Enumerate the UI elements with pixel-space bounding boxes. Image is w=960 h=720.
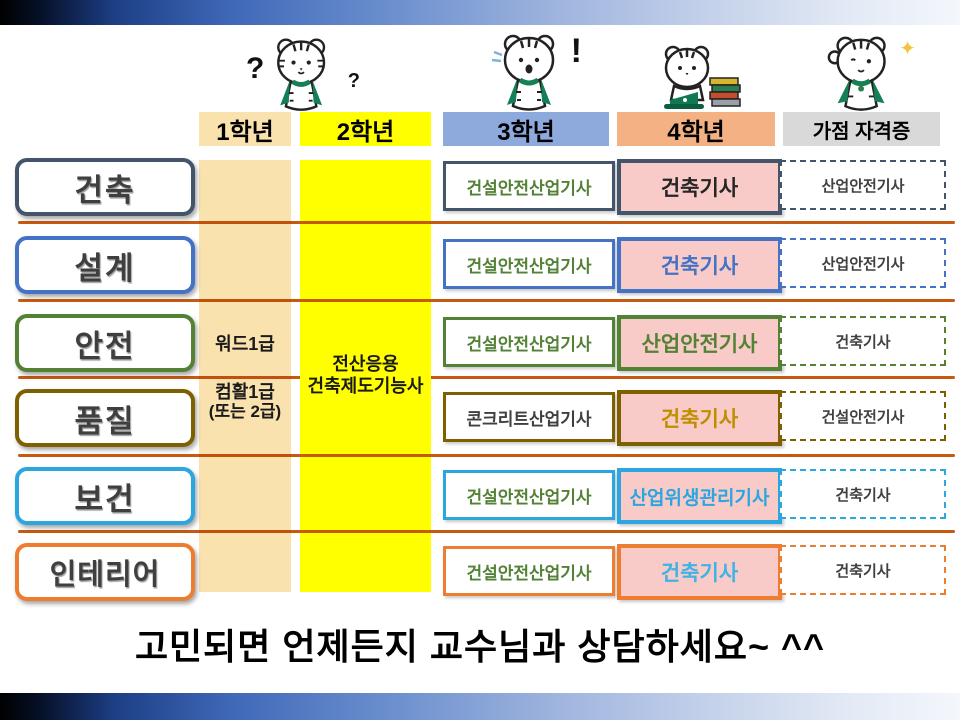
- tiger-graphic: [664, 45, 741, 109]
- exclamation-mark-icon: !: [570, 32, 582, 70]
- thinking-tiger-icon: ? ?: [246, 34, 360, 114]
- row-label-health: 보건: [15, 467, 195, 525]
- bonus-cert-box: 건축기사: [780, 469, 946, 519]
- header-year3: 3학년: [443, 112, 609, 146]
- year4-cert-box: 건축기사: [617, 390, 782, 446]
- sparkle-icon: ✦: [899, 38, 916, 60]
- year3-cert-box: 건설안전산업기사: [443, 239, 615, 289]
- tiger-graphic: [277, 38, 326, 111]
- studying-tiger-icon: [640, 44, 750, 114]
- year1-cert-computer: 컴활1급 (또는 2급): [199, 382, 291, 422]
- bonus-cert-box: 건축기사: [780, 545, 946, 595]
- question-mark-icon: ?: [347, 70, 360, 92]
- year2-cert-cad: 전산응용 건축제도기능사: [300, 350, 431, 400]
- top-gradient-bar: [0, 0, 960, 25]
- year1-cert-computer-line1: 컴활1급: [215, 382, 275, 402]
- row-divider: [18, 299, 955, 302]
- header-year4: 4학년: [617, 112, 775, 146]
- question-mark-icon: ?: [246, 52, 265, 85]
- bonus-cert-box: 건설안전기사: [780, 391, 946, 441]
- header-year2: 2학년: [300, 112, 431, 146]
- bonus-cert-box: 산업안전기사: [780, 160, 946, 210]
- year4-cert-box: 건축기사: [617, 237, 782, 293]
- year3-cert-box: 콘크리트산업기사: [443, 392, 615, 442]
- row-label-architecture: 건축: [15, 158, 195, 216]
- year3-cert-box: 건설안전산업기사: [443, 546, 615, 596]
- row-label-safety: 안전: [15, 314, 195, 372]
- surprised-tiger-icon: !: [482, 30, 582, 114]
- year3-cert-box: 건설안전산업기사: [443, 161, 615, 211]
- cheering-tiger-icon: ✦: [814, 32, 916, 114]
- bottom-gradient-bar: [0, 693, 960, 720]
- year2-cert-line1: 전산응용: [332, 354, 399, 374]
- year2-cert-line2: 건축제도기능사: [307, 376, 424, 396]
- year1-cert-computer-note: (또는 2급): [208, 402, 282, 421]
- year1-cert-word: 워드1급: [215, 334, 275, 354]
- header-year1: 1학년: [199, 112, 291, 146]
- row-label-interior: 인테리어: [15, 543, 195, 601]
- year4-cert-box: 건축기사: [617, 159, 782, 215]
- tiger-graphic: [827, 36, 886, 111]
- header-bonus-certs: 가점 자격증: [783, 112, 940, 146]
- year4-cert-box: 산업안전기사: [617, 315, 782, 371]
- row-label-design: 설계: [15, 236, 195, 294]
- year4-cert-box: 건축기사: [617, 544, 782, 600]
- year4-cert-box: 산업위생관리기사: [617, 468, 782, 524]
- row-divider: [18, 454, 955, 457]
- tiger-graphic: [491, 34, 555, 111]
- bonus-cert-box: 산업안전기사: [780, 238, 946, 288]
- row-divider: [18, 376, 955, 379]
- year3-cert-box: 건설안전산업기사: [443, 470, 615, 520]
- tagline-text: 고민되면 언제든지 교수님과 상담하세요~ ^^: [134, 626, 826, 667]
- bonus-cert-box: 건축기사: [780, 316, 946, 366]
- row-divider: [18, 221, 955, 224]
- row-divider: [18, 530, 955, 533]
- year3-cert-box: 건설안전산업기사: [443, 317, 615, 367]
- row-label-quality: 품질: [15, 389, 195, 447]
